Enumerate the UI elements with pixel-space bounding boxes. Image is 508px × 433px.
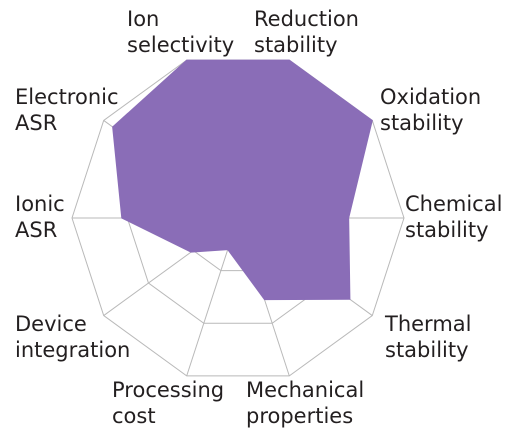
axis-label-line: stability	[254, 33, 338, 57]
axis-label-line: stability	[380, 111, 464, 135]
axis-label-line: stability	[405, 218, 489, 242]
axis-label-line: cost	[112, 404, 156, 428]
axis-label: Ion selectivity	[127, 7, 234, 57]
axis-label: Ionic ASR	[15, 192, 65, 242]
axis-label-line: Ion	[127, 7, 159, 31]
axis-label-line: Reduction	[254, 7, 359, 31]
axis-label: Device integration	[15, 312, 130, 362]
axis-label-line: Processing	[112, 378, 224, 402]
axis-label: Processing cost	[112, 378, 224, 428]
axis-label-line: ASR	[15, 111, 57, 135]
axis-label: Electronic ASR	[15, 85, 119, 135]
axis-label: Oxidation stability	[380, 85, 481, 135]
axis-label-line: Device	[15, 312, 87, 336]
axis-label-line: Mechanical	[246, 378, 364, 402]
axis-label: Thermal stability	[384, 312, 471, 362]
axis-label-line: integration	[15, 338, 130, 362]
axis-label-line: Chemical	[405, 192, 502, 216]
axis-label: Mechanical properties	[246, 378, 364, 428]
axis-label-line: Ionic	[15, 192, 65, 216]
axis-label-line: Thermal	[384, 312, 471, 336]
axis-label-line: Oxidation	[380, 85, 481, 109]
axis-label-line: stability	[385, 338, 469, 362]
axis-label-line: selectivity	[127, 33, 234, 57]
axis-label: Chemical stability	[405, 192, 502, 242]
data-area	[112, 59, 373, 301]
axis-label-line: properties	[246, 404, 353, 428]
axis-label: Reduction stability	[254, 7, 359, 57]
axis-label-line: Electronic	[15, 85, 119, 109]
axis-label-line: ASR	[15, 218, 57, 242]
